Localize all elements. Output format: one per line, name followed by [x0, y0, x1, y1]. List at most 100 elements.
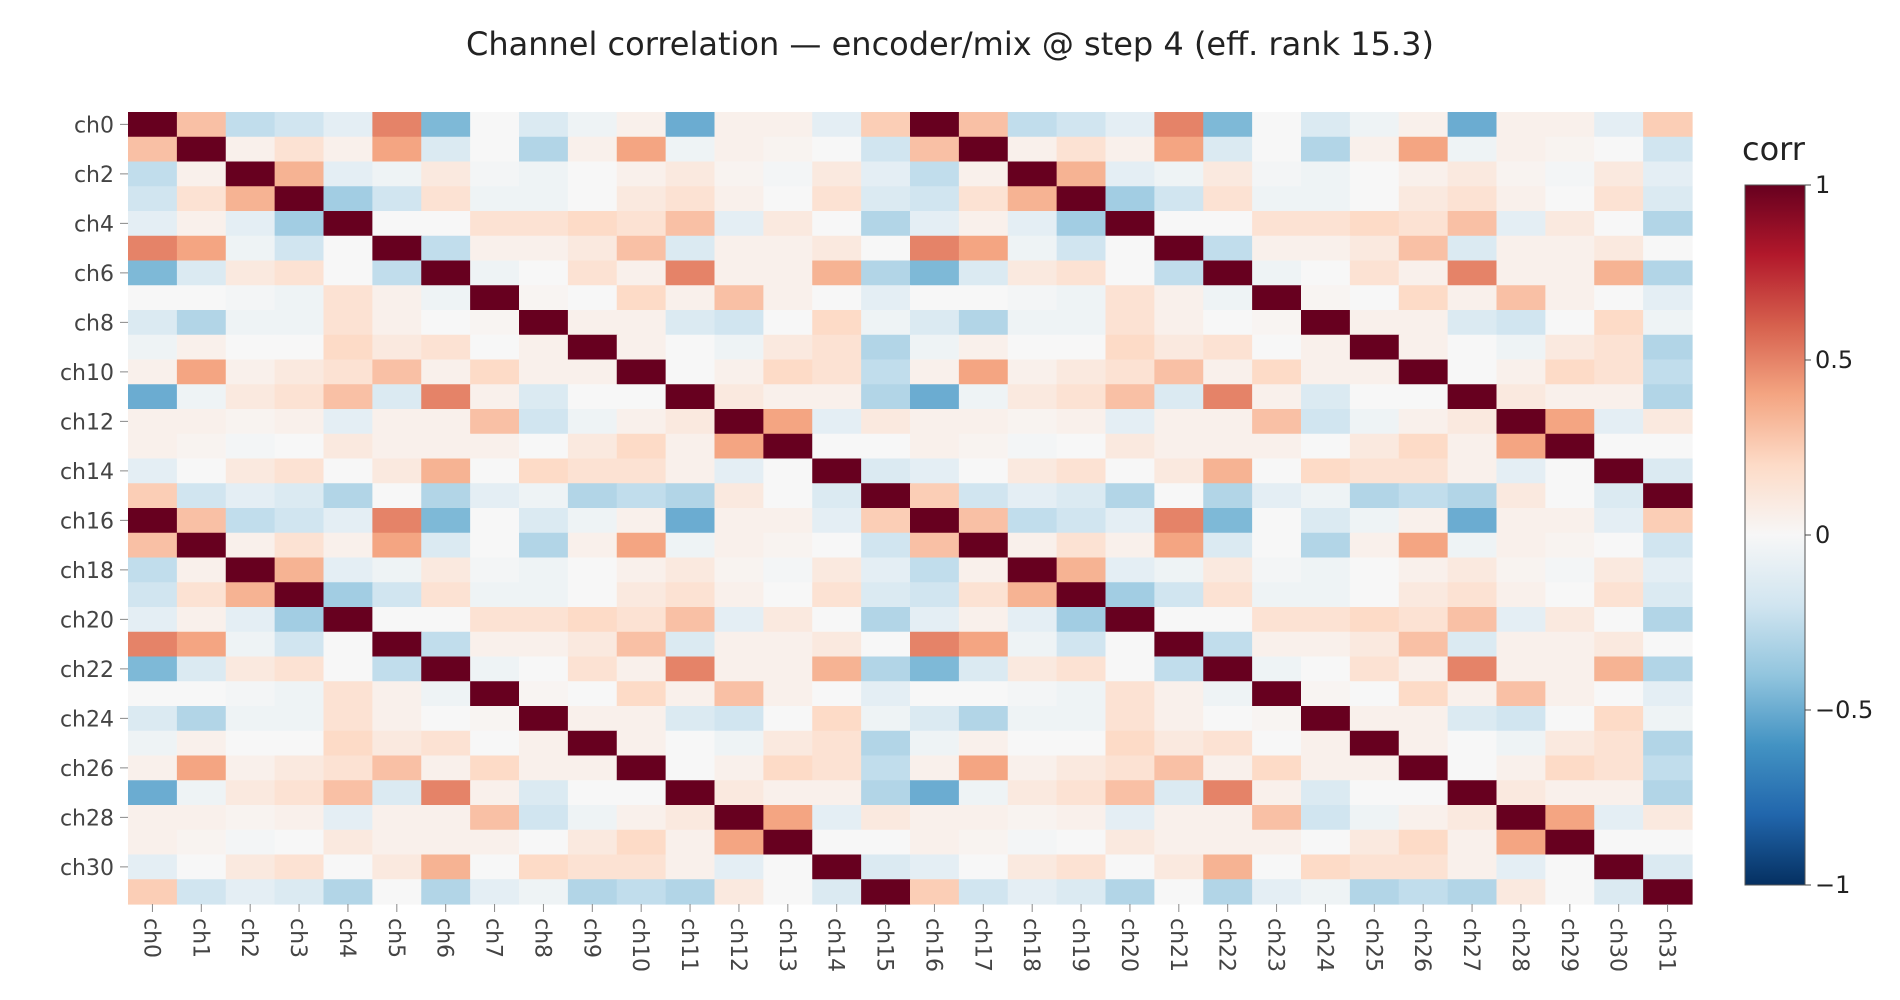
x-tick-label: ch26 [1409, 918, 1434, 972]
heatmap-cell [1447, 334, 1498, 361]
heatmap-cell [128, 285, 178, 311]
heatmap-cell [1007, 582, 1058, 608]
heatmap-cell [1643, 458, 1693, 484]
heatmap-cell [470, 112, 520, 138]
heatmap-cell [958, 829, 1009, 856]
heatmap-cell [567, 483, 618, 509]
heatmap-cell [567, 532, 618, 559]
heatmap-cell [1643, 607, 1693, 633]
x-tick-label: ch31 [1654, 918, 1679, 972]
heatmap-cell [421, 631, 471, 658]
heatmap-cell [519, 310, 569, 336]
heatmap-cell [1496, 260, 1546, 286]
x-tick-label: ch30 [1605, 918, 1630, 972]
heatmap-cell [470, 656, 520, 682]
heatmap-cell [763, 211, 813, 237]
heatmap-cell [1056, 112, 1107, 138]
heatmap-cell [1643, 260, 1693, 286]
y-tick-label: ch24 [60, 707, 114, 732]
heatmap-cell [861, 409, 911, 435]
heatmap-cell [372, 458, 422, 484]
heatmap-cell [372, 656, 422, 682]
heatmap-cell [1447, 310, 1498, 336]
heatmap-cell [910, 285, 960, 311]
heatmap-cell [372, 730, 422, 757]
heatmap-cell [616, 359, 667, 385]
heatmap-cell [958, 656, 1009, 682]
heatmap-cell [958, 409, 1009, 435]
heatmap-cell [567, 607, 618, 633]
heatmap-cell [1545, 854, 1595, 880]
heatmap-cell [714, 186, 764, 212]
heatmap-cell [1594, 384, 1644, 410]
heatmap-cell [1105, 656, 1155, 682]
heatmap-cell [128, 730, 178, 757]
heatmap-cell [225, 730, 276, 757]
heatmap-cell [567, 384, 618, 410]
heatmap-cell [1447, 631, 1498, 658]
heatmap-cell [372, 483, 422, 509]
heatmap-cell [225, 879, 276, 905]
heatmap-cell [1007, 607, 1058, 633]
heatmap-cell [1007, 879, 1058, 905]
heatmap-cell [1496, 879, 1546, 905]
heatmap-cell [421, 829, 471, 856]
heatmap-cell [616, 508, 667, 534]
heatmap-cell [665, 136, 716, 163]
heatmap-cell [1398, 483, 1449, 509]
heatmap-cell [1252, 582, 1302, 608]
heatmap-cell [1301, 656, 1351, 682]
heatmap-cell [470, 730, 520, 757]
heatmap-cell [616, 557, 667, 583]
heatmap-cell [861, 483, 911, 509]
heatmap-cell [1056, 334, 1107, 361]
heatmap-cell [1056, 730, 1107, 757]
y-tick-label: ch8 [74, 311, 114, 336]
heatmap-cell [323, 780, 373, 806]
heatmap-cell [1007, 310, 1058, 336]
heatmap-cell [1349, 730, 1400, 757]
heatmap-cell [1203, 359, 1253, 385]
heatmap-cell [274, 508, 325, 534]
heatmap-cell [128, 681, 178, 707]
heatmap-cell [1301, 161, 1351, 187]
heatmap-cell [910, 235, 960, 262]
heatmap-cell [567, 260, 618, 286]
heatmap-cell [665, 409, 716, 435]
heatmap-cell [763, 706, 813, 732]
heatmap-cell [1203, 211, 1253, 237]
heatmap-cell [1496, 706, 1546, 732]
heatmap-cell [616, 607, 667, 633]
heatmap-cell [1154, 359, 1204, 385]
heatmap-cell [519, 681, 569, 707]
colorbar-tick-label: 1 [1815, 171, 1830, 199]
heatmap-cell [1349, 879, 1400, 905]
heatmap-cell [910, 136, 960, 163]
heatmap-cell [1203, 483, 1253, 509]
heatmap-cell [616, 582, 667, 608]
heatmap-cell [519, 706, 569, 732]
heatmap-cell [665, 334, 716, 361]
heatmap-cell [714, 656, 764, 682]
heatmap-cell [421, 532, 471, 559]
heatmap-cell [128, 433, 178, 460]
heatmap-cell [274, 235, 325, 262]
heatmap-cell [1252, 730, 1302, 757]
heatmap-cell [323, 755, 373, 781]
heatmap-cell [1252, 879, 1302, 905]
heatmap-cell [1105, 854, 1155, 880]
heatmap-cell [372, 706, 422, 732]
x-tick-label: ch10 [627, 918, 652, 972]
heatmap-cell [1252, 409, 1302, 435]
heatmap-cell [128, 235, 178, 262]
heatmap-cell [665, 508, 716, 534]
heatmap-cell [1496, 656, 1546, 682]
heatmap-cell [1496, 780, 1546, 806]
heatmap-cell [616, 631, 667, 658]
heatmap-cell [1301, 879, 1351, 905]
x-tick-label: ch24 [1311, 918, 1336, 972]
heatmap-cell [1643, 433, 1693, 460]
heatmap-cell [225, 829, 276, 856]
heatmap-cell [1349, 483, 1400, 509]
heatmap-cell [1154, 433, 1204, 460]
